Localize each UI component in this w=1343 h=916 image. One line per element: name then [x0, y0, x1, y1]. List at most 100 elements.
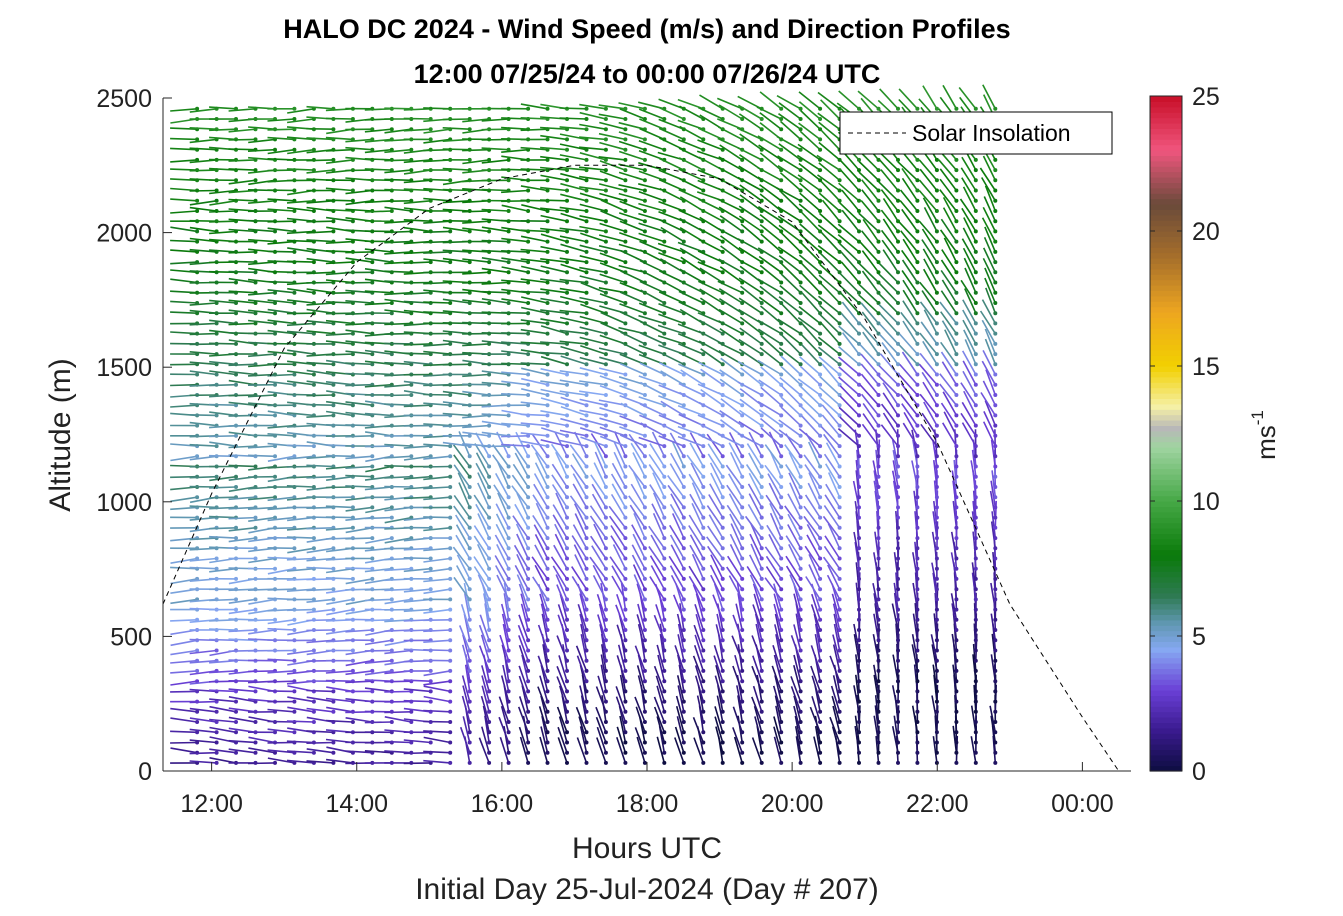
- wind-barb-dot: [915, 618, 919, 622]
- wind-barb-dot: [896, 638, 900, 642]
- wind-barb: [306, 160, 333, 161]
- wind-barb-dot: [740, 567, 744, 571]
- wind-barb-dot: [292, 628, 296, 632]
- wind-barb-dot: [760, 730, 764, 734]
- wind-barb-dot: [935, 669, 939, 673]
- wind-barb-dot: [818, 700, 822, 704]
- wind-barb-dot: [565, 505, 569, 509]
- wind-barb-dot: [701, 557, 705, 561]
- wind-barb-dot: [546, 587, 550, 591]
- wind-barb-dot: [877, 659, 881, 663]
- wind-barb-dot: [915, 741, 919, 745]
- wind-barb-dot: [585, 618, 589, 622]
- wind-barb-dot: [662, 148, 666, 152]
- wind-barb-dot: [896, 321, 900, 325]
- wind-barb-dot: [565, 761, 569, 765]
- wind-barb-dot: [779, 107, 783, 111]
- wind-barb-dot: [487, 536, 491, 540]
- wind-barb-dot: [721, 557, 725, 561]
- wind-barb-dot: [740, 679, 744, 683]
- wind-barb: [306, 477, 333, 478]
- wind-barb-dot: [623, 628, 627, 632]
- wind-barb-dot: [915, 597, 919, 601]
- wind-barb-dot: [623, 567, 627, 571]
- wind-barb-dot: [292, 383, 296, 387]
- wind-barb-dot: [896, 577, 900, 581]
- wind-barb-dot: [838, 444, 842, 448]
- wind-barb-dot: [507, 475, 511, 479]
- wind-barb-dot: [799, 536, 803, 540]
- wind-barb-dot: [935, 577, 939, 581]
- wind-barb-dot: [915, 761, 919, 765]
- wind-barb-dot: [565, 240, 569, 244]
- wind-barb-dot: [234, 597, 238, 601]
- wind-barb-dot: [643, 199, 647, 203]
- wind-barb-dot: [682, 761, 686, 765]
- wind-barb-dot: [740, 495, 744, 499]
- wind-barb-dot: [779, 761, 783, 765]
- wind-barb-dot: [896, 608, 900, 612]
- wind-barb-dot: [487, 710, 491, 714]
- wind-barb-dot: [838, 669, 842, 673]
- wind-barb-dot: [701, 751, 705, 755]
- wind-barb-dot: [526, 700, 530, 704]
- wind-barb-dot: [721, 475, 725, 479]
- wind-barb-dot: [818, 137, 822, 141]
- wind-barb-dot: [546, 730, 550, 734]
- wind-barb-dot: [585, 373, 589, 377]
- wind-barb-dot: [740, 485, 744, 489]
- wind-barb-dot: [818, 148, 822, 152]
- wind-barb-dot: [351, 669, 355, 673]
- wind-barb-dot: [701, 618, 705, 622]
- wind-barb: [443, 149, 470, 150]
- wind-barb-dot: [779, 362, 783, 366]
- wind-barb-dot: [468, 393, 472, 397]
- wind-barb-dot: [760, 700, 764, 704]
- wind-barb-dot: [779, 444, 783, 448]
- wind-barb-dot: [448, 710, 452, 714]
- wind-barb: [384, 242, 411, 243]
- wind-barb-dot: [877, 587, 881, 591]
- wind-barb-dot: [623, 751, 627, 755]
- wind-barb-dot: [818, 454, 822, 458]
- wind-barb-dot: [779, 567, 783, 571]
- wind-barb-dot: [351, 332, 355, 336]
- wind-barb-dot: [623, 137, 627, 141]
- wind-barb-dot: [896, 465, 900, 469]
- wind-barb-dot: [351, 505, 355, 509]
- wind-barb-dot: [779, 127, 783, 131]
- wind-barb-dot: [779, 117, 783, 121]
- wind-barb-dot: [487, 526, 491, 530]
- wind-barb-dot: [331, 219, 335, 223]
- wind-barb-dot: [682, 567, 686, 571]
- wind-barb-dot: [604, 393, 608, 397]
- wind-barb-dot: [760, 741, 764, 745]
- wind-barb-dot: [838, 689, 842, 693]
- wind-barb-dot: [546, 700, 550, 704]
- wind-barb-dot: [312, 373, 316, 377]
- wind-barb-dot: [662, 577, 666, 581]
- wind-barb-dot: [585, 751, 589, 755]
- wind-barb: [443, 426, 470, 427]
- wind-barb: [248, 385, 275, 386]
- wind-barb-dot: [565, 424, 569, 428]
- wind-barb-dot: [507, 761, 511, 765]
- wind-barb-dot: [935, 557, 939, 561]
- wind-barb-dot: [623, 117, 627, 121]
- wind-barb-dot: [896, 495, 900, 499]
- wind-barb-dot: [565, 209, 569, 213]
- wind-barb-dot: [838, 189, 842, 193]
- wind-barb: [170, 731, 197, 732]
- wind-barb-dot: [585, 311, 589, 315]
- wind-barb-dot: [585, 301, 589, 305]
- wind-barb-dot: [662, 516, 666, 520]
- wind-barb-dot: [643, 679, 647, 683]
- wind-barb-dot: [799, 219, 803, 223]
- wind-barb-dot: [487, 505, 491, 509]
- wind-barb-dot: [682, 536, 686, 540]
- wind-barb-dot: [585, 577, 589, 581]
- wind-barb-dot: [877, 689, 881, 693]
- wind-barb-dot: [292, 352, 296, 356]
- wind-barb-dot: [838, 219, 842, 223]
- wind-barb-dot: [799, 567, 803, 571]
